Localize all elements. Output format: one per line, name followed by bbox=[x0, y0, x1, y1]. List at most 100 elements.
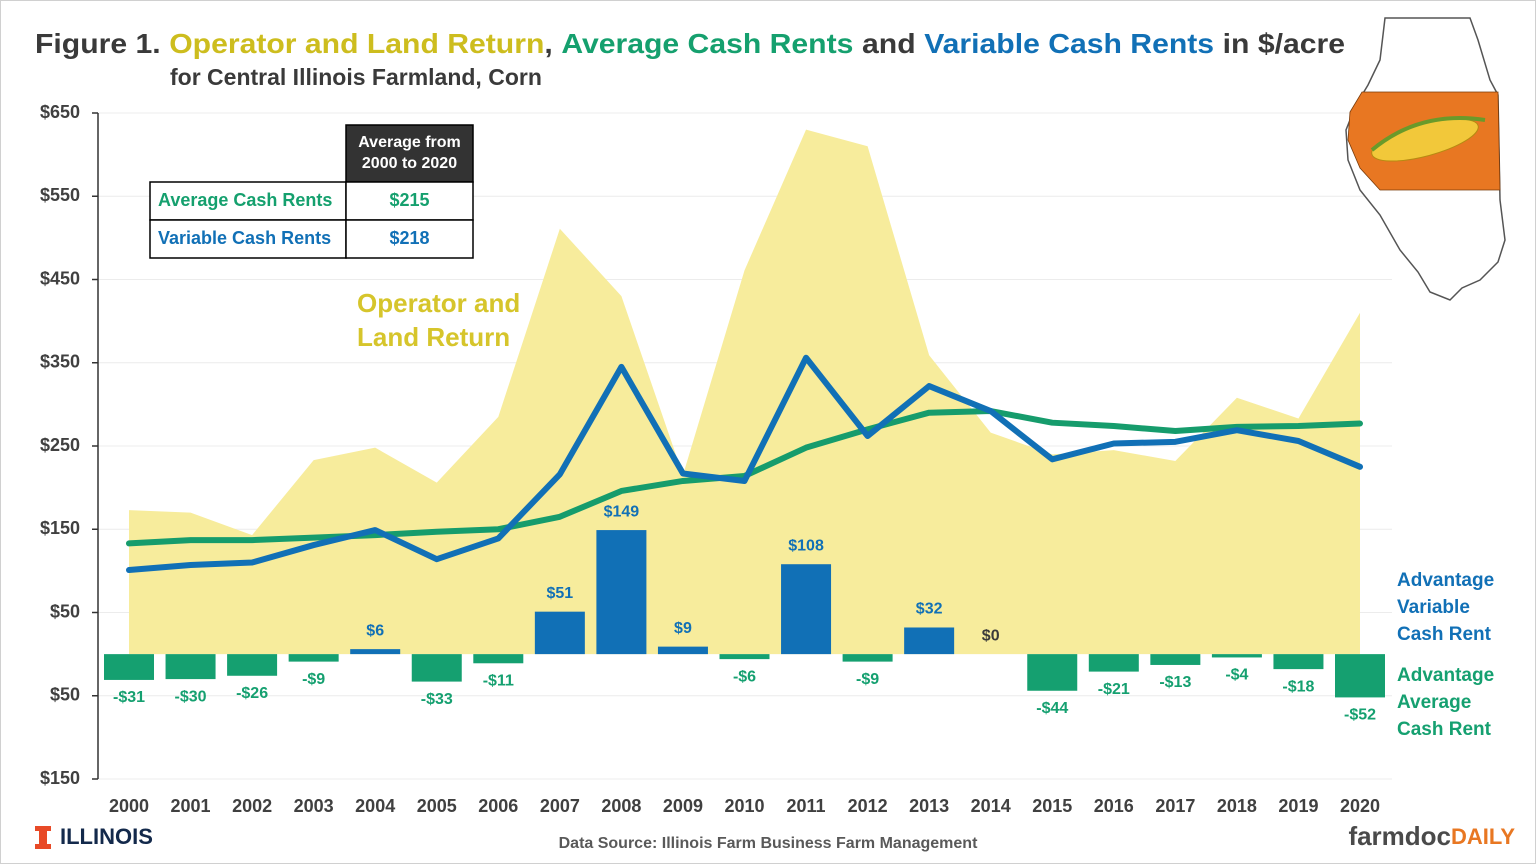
x-tick-label: 2019 bbox=[1278, 796, 1318, 816]
bar bbox=[1335, 654, 1385, 698]
illinois-map bbox=[1345, 17, 1506, 301]
bar bbox=[1211, 654, 1262, 658]
bar-value-label: -$44 bbox=[1036, 700, 1068, 717]
x-tick-label: 2015 bbox=[1032, 796, 1072, 816]
x-tick-label: 2011 bbox=[787, 796, 826, 816]
bar-value-label: -$13 bbox=[1159, 674, 1191, 691]
brand-part: DAILY bbox=[1451, 824, 1515, 849]
x-tick-label: 2003 bbox=[294, 796, 334, 816]
bar-value-label: -$21 bbox=[1098, 681, 1130, 698]
bar-legend-label: Advantage bbox=[1397, 570, 1494, 591]
table-cell bbox=[345, 219, 474, 259]
logo-mark bbox=[35, 826, 51, 849]
bar-value-label: -$33 bbox=[421, 691, 453, 708]
x-tick-label: 2013 bbox=[909, 796, 949, 816]
area bbox=[129, 129, 1360, 655]
chart-subtitle: for Central Illinois Farmland, Corn bbox=[170, 64, 542, 90]
y-tick-label: $250 bbox=[40, 435, 80, 455]
table-row-value: $215 bbox=[389, 190, 429, 210]
title-part: Figure 1. bbox=[35, 28, 161, 59]
x-tick-label: 2008 bbox=[601, 796, 641, 816]
bar-value-label: -$6 bbox=[733, 668, 756, 685]
x-tick-label: 2020 bbox=[1340, 796, 1380, 816]
table-row-label: Variable Cash Rents bbox=[158, 228, 331, 248]
bar-value-label: -$9 bbox=[856, 671, 879, 688]
title-part: Average Cash Rents bbox=[561, 28, 853, 59]
area-annotation: Operator and bbox=[357, 288, 520, 318]
table-header: Average from bbox=[358, 134, 461, 151]
bar-legend-label: Cash Rent bbox=[1397, 719, 1492, 740]
x-tick-label: 2012 bbox=[848, 796, 888, 816]
x-tick-label: 2014 bbox=[971, 796, 1011, 816]
table-header: 2000 to 2020 bbox=[362, 155, 457, 172]
table-row-label: Average Cash Rents bbox=[158, 190, 332, 210]
x-tick-label: 2006 bbox=[478, 796, 518, 816]
bar bbox=[534, 611, 585, 655]
bar bbox=[1150, 654, 1201, 665]
table-cell bbox=[149, 181, 347, 221]
y-tick-label: $550 bbox=[40, 185, 80, 205]
x-tick-label: 2000 bbox=[109, 796, 149, 816]
illinois-logo: ILLINOIS bbox=[35, 824, 153, 849]
x-tick-label: 2009 bbox=[663, 796, 703, 816]
x-tick-label: 2010 bbox=[724, 796, 764, 816]
y-tick-label: $650 bbox=[40, 102, 80, 122]
table-header-cell bbox=[345, 124, 474, 183]
x-tick-label: 2016 bbox=[1094, 796, 1134, 816]
y-tick-label: $350 bbox=[40, 352, 80, 372]
y-tick-label: $150 bbox=[40, 768, 80, 788]
brand-logo: farmdocDAILY bbox=[1348, 821, 1515, 851]
bar bbox=[904, 627, 955, 655]
bar-value-label: $149 bbox=[604, 503, 640, 520]
bar bbox=[657, 646, 708, 655]
x-tick-label: 2002 bbox=[232, 796, 272, 816]
title-part: and bbox=[862, 28, 916, 59]
bar bbox=[596, 530, 647, 655]
chart-title: Figure 1. Operator and Land Return, Averag… bbox=[35, 28, 1345, 59]
x-tick-label: 2005 bbox=[417, 796, 457, 816]
bar bbox=[350, 649, 401, 655]
title-part: Variable Cash Rents bbox=[924, 28, 1214, 59]
bar-legend-label: Average bbox=[1397, 692, 1471, 713]
logo-text: ILLINOIS bbox=[60, 824, 153, 849]
bar bbox=[719, 654, 770, 660]
area-annotation: Land Return bbox=[357, 322, 510, 352]
y-tick-label: $450 bbox=[40, 268, 80, 288]
bar bbox=[411, 654, 462, 682]
bar-legend-label: Advantage bbox=[1397, 665, 1494, 686]
bar bbox=[1273, 654, 1324, 670]
bar-value-label: $0 bbox=[982, 627, 1000, 644]
bar-legend-label: Cash Rent bbox=[1397, 624, 1492, 645]
title-part: in $/acre bbox=[1223, 28, 1345, 59]
bar-value-label: -$18 bbox=[1282, 678, 1314, 695]
table-row-value: $218 bbox=[389, 228, 429, 248]
bar-value-label: $9 bbox=[674, 620, 692, 637]
source-note: Data Source: Illinois Farm Business Farm… bbox=[559, 835, 978, 852]
brand-part: farmdoc bbox=[1348, 821, 1451, 851]
title-part: Operator and Land Return bbox=[169, 28, 544, 59]
bar bbox=[104, 654, 154, 680]
y-tick-label: $50 bbox=[50, 601, 80, 621]
bar bbox=[1088, 654, 1139, 672]
bar bbox=[1027, 654, 1078, 691]
x-tick-label: 2001 bbox=[171, 796, 211, 816]
bar-value-label: $32 bbox=[916, 601, 943, 618]
bar bbox=[288, 654, 339, 662]
bar bbox=[842, 654, 893, 662]
y-tick-label: $150 bbox=[40, 518, 80, 538]
x-tick-label: 2017 bbox=[1155, 796, 1195, 816]
bar-value-label: $108 bbox=[788, 537, 824, 554]
bar-value-label: $51 bbox=[546, 585, 573, 602]
corn-husk bbox=[1370, 116, 1486, 152]
bar-value-label: -$11 bbox=[483, 673, 514, 690]
bar-legend-label: Variable bbox=[1397, 597, 1470, 618]
bar-value-label: -$26 bbox=[236, 685, 268, 702]
x-tick-label: 2004 bbox=[355, 796, 395, 816]
y-tick-label: $50 bbox=[50, 685, 80, 705]
table-cell bbox=[149, 219, 347, 259]
bar bbox=[473, 654, 524, 664]
bar-value-label: -$52 bbox=[1344, 707, 1376, 724]
bar bbox=[165, 654, 216, 680]
x-tick-label: 2007 bbox=[540, 796, 580, 816]
